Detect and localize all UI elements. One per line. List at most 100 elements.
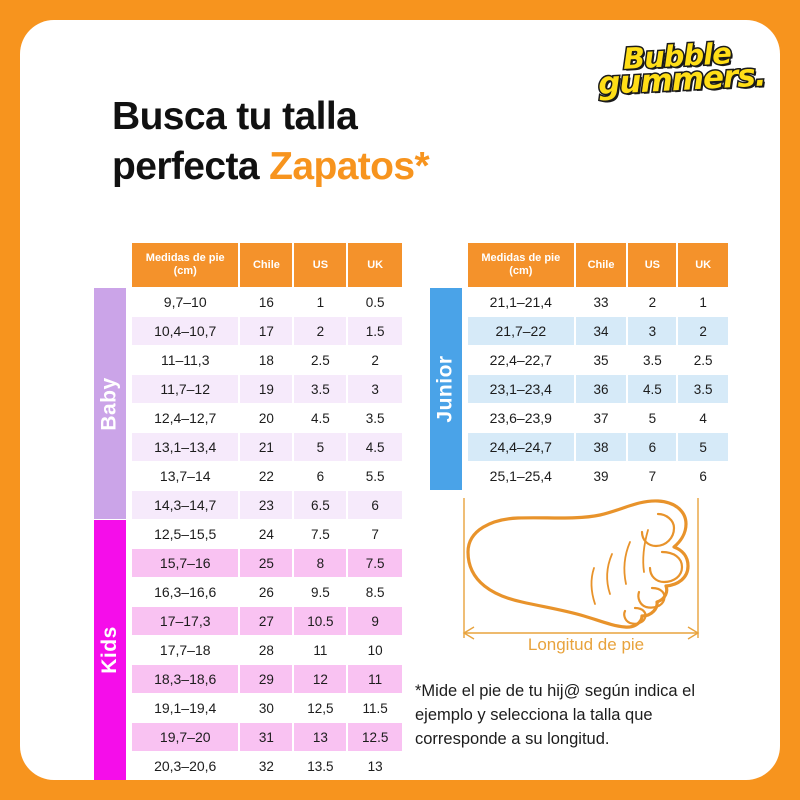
- table-row: 11–11,3 18 2.5 2: [132, 346, 402, 375]
- cell-us: 5: [294, 433, 347, 462]
- col-header-cm: Medidas de pie (cm): [132, 243, 239, 288]
- section-tab-baby: Baby: [94, 288, 126, 520]
- cell-cm: 13,7–14: [132, 462, 239, 491]
- cell-us: 9.5: [294, 578, 347, 607]
- col-header-cm-line2: (cm): [173, 265, 197, 278]
- cell-us: 13: [294, 723, 347, 752]
- cell-chile: 17: [240, 317, 293, 346]
- cell-uk: 7: [348, 520, 402, 549]
- cell-uk: 2.5: [678, 346, 728, 375]
- cell-chile: 32: [240, 752, 293, 780]
- cell-cm: 21,1–21,4: [468, 288, 574, 317]
- cell-uk: 9: [348, 607, 402, 636]
- section-tab-junior: Junior: [430, 288, 462, 491]
- cell-us: 2: [628, 288, 677, 317]
- cell-chile: 34: [575, 317, 627, 346]
- cell-us: 11: [294, 636, 347, 665]
- cell-chile: 21: [240, 433, 293, 462]
- cell-cm: 18,3–18,6: [132, 665, 239, 694]
- table-row: 12,5–15,5 24 7.5 7: [132, 520, 402, 549]
- cell-uk: 6: [678, 462, 728, 491]
- cell-us: 1: [294, 288, 347, 317]
- logo-line-gummers: gummers.: [596, 56, 768, 104]
- cell-cm: 17,7–18: [132, 636, 239, 665]
- cell-us: 2: [294, 317, 347, 346]
- title-accent: Zapatos*: [269, 144, 430, 188]
- col-header-uk: UK: [678, 243, 728, 288]
- foot-outline-icon: [462, 498, 700, 640]
- col-header-cm-line1: Medidas de pie: [145, 252, 225, 264]
- table-row: 15,7–16 25 8 7.5: [132, 549, 402, 578]
- cell-cm: 10,4–10,7: [132, 317, 239, 346]
- foot-measure-diagram: [452, 490, 720, 665]
- cell-us: 13.5: [294, 752, 347, 780]
- cell-cm: 9,7–10: [132, 288, 239, 317]
- table-row: 12,4–12,7 20 4.5 3.5: [132, 404, 402, 433]
- cell-uk: 11.5: [348, 694, 402, 723]
- cell-uk: 4.5: [348, 433, 402, 462]
- title-line-1: Busca tu talla: [112, 95, 358, 138]
- cell-cm: 22,4–22,7: [468, 346, 574, 375]
- table-row: 23,1–23,4 36 4.5 3.5: [468, 375, 728, 404]
- cell-uk: 7.5: [348, 549, 402, 578]
- cell-us: 12: [294, 665, 347, 694]
- table-row: 13,7–14 22 6 5.5: [132, 462, 402, 491]
- cell-uk: 5.5: [348, 462, 402, 491]
- cell-uk: 8.5: [348, 578, 402, 607]
- cell-chile: 36: [575, 375, 627, 404]
- cell-cm: 15,7–16: [132, 549, 239, 578]
- foot-diagram-caption: Longitud de pie: [527, 635, 645, 654]
- table-row: 20,3–20,6 32 13.5 13: [132, 752, 402, 780]
- cell-uk: 6: [348, 491, 402, 520]
- cell-uk: 13: [348, 752, 402, 780]
- bubble-gummers-logo: Bubble gummers.: [596, 35, 768, 118]
- cell-uk: 11: [348, 665, 402, 694]
- size-table-right: Medidas de pie (cm) Chile US UK 21,1–21,…: [466, 242, 730, 491]
- cell-us: 4.5: [294, 404, 347, 433]
- cell-cm: 21,7–22: [468, 317, 574, 346]
- cell-chile: 33: [575, 288, 627, 317]
- cell-uk: 3: [348, 375, 402, 404]
- cell-cm: 24,4–24,7: [468, 433, 574, 462]
- cell-chile: 24: [240, 520, 293, 549]
- cell-chile: 31: [240, 723, 293, 752]
- table-row: 24,4–24,7 38 6 5: [468, 433, 728, 462]
- table-row: 14,3–14,7 23 6.5 6: [132, 491, 402, 520]
- cell-cm: 11–11,3: [132, 346, 239, 375]
- cell-chile: 26: [240, 578, 293, 607]
- cell-uk: 12.5: [348, 723, 402, 752]
- cell-us: 12,5: [294, 694, 347, 723]
- table-row: 23,6–23,9 37 5 4: [468, 404, 728, 433]
- footnote-text: *Mide el pie de tu hij@ según indica el …: [415, 682, 696, 748]
- cell-us: 2.5: [294, 346, 347, 375]
- col-header-cm-line1: Medidas de pie: [481, 252, 561, 264]
- cell-cm: 12,4–12,7: [132, 404, 239, 433]
- table-row: 19,1–19,4 30 12,5 11.5: [132, 694, 402, 723]
- cell-cm: 20,3–20,6: [132, 752, 239, 780]
- section-tab-kids-label: Kids: [98, 626, 122, 675]
- cell-us: 10.5: [294, 607, 347, 636]
- col-header-us: US: [294, 243, 347, 288]
- table-header-row: Medidas de pie (cm) Chile US UK: [468, 243, 728, 288]
- cell-us: 8: [294, 549, 347, 578]
- size-table-left: Medidas de pie (cm) Chile US UK 9,7–10 16…: [130, 242, 404, 780]
- cell-uk: 1: [678, 288, 728, 317]
- cell-chile: 27: [240, 607, 293, 636]
- cell-us: 3.5: [628, 346, 677, 375]
- cell-cm: 11,7–12: [132, 375, 239, 404]
- cell-chile: 38: [575, 433, 627, 462]
- col-header-uk: UK: [348, 243, 402, 288]
- cell-chile: 16: [240, 288, 293, 317]
- cell-us: 7: [628, 462, 677, 491]
- cell-us: 6: [628, 433, 677, 462]
- cell-chile: 37: [575, 404, 627, 433]
- cell-cm: 19,1–19,4: [132, 694, 239, 723]
- cell-chile: 22: [240, 462, 293, 491]
- cell-us: 4.5: [628, 375, 677, 404]
- table-row: 17–17,3 27 10.5 9: [132, 607, 402, 636]
- cell-uk: 10: [348, 636, 402, 665]
- cell-uk: 2: [348, 346, 402, 375]
- cell-cm: 23,6–23,9: [468, 404, 574, 433]
- cell-chile: 39: [575, 462, 627, 491]
- cell-uk: 0.5: [348, 288, 402, 317]
